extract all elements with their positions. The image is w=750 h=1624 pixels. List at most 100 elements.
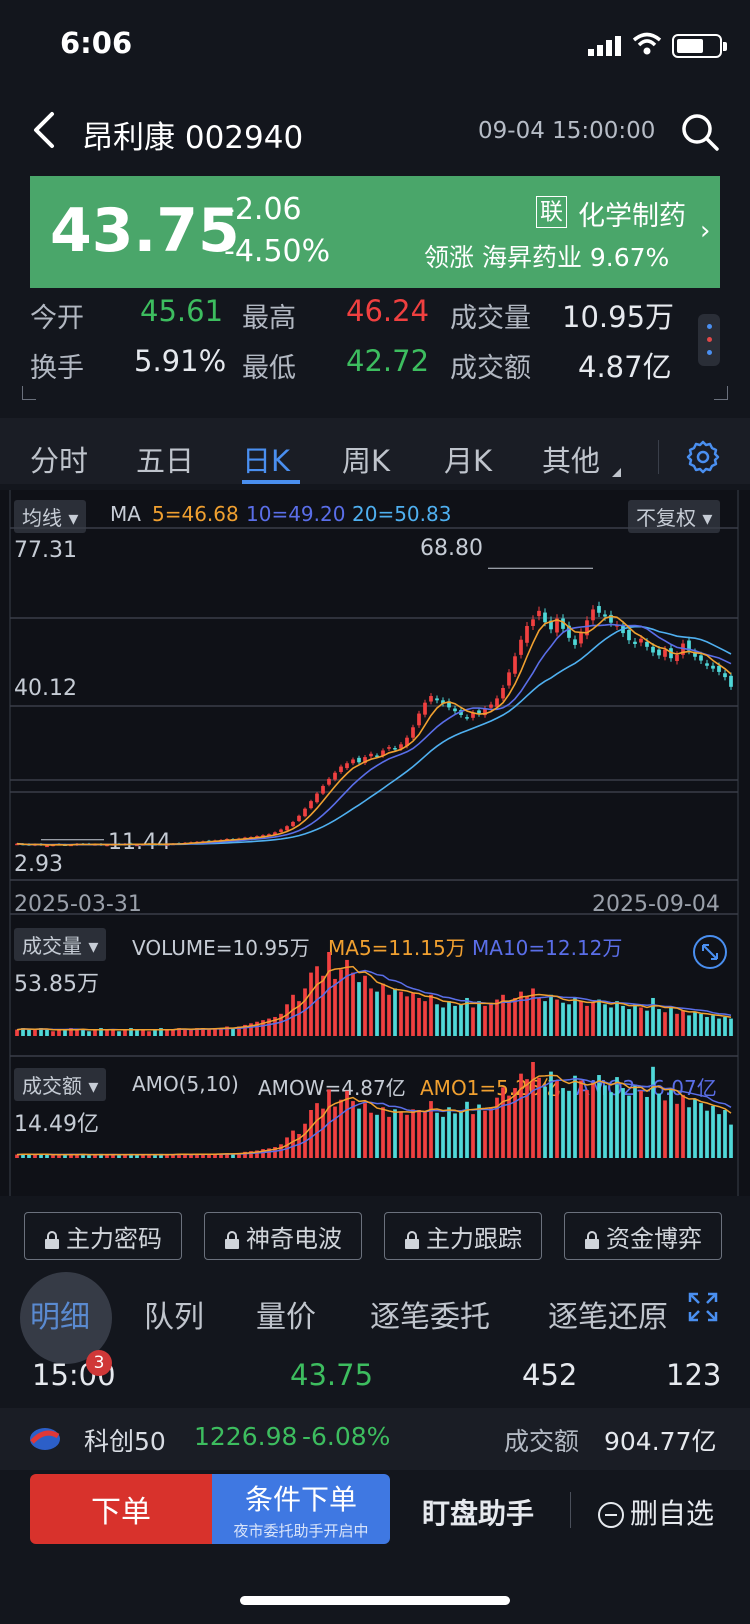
volume-bar: [345, 959, 349, 1036]
gear-icon[interactable]: [686, 440, 720, 474]
tab-queue[interactable]: 队列: [144, 1300, 204, 1335]
amount-bar: [171, 1154, 175, 1158]
volume-bar: [393, 988, 397, 1036]
amount-indicator-label: 成交额: [22, 1074, 82, 1098]
amount-bar: [219, 1153, 223, 1158]
amount-bar: [591, 1082, 595, 1158]
candle: [693, 652, 697, 657]
candle: [561, 618, 565, 629]
volume-bar: [129, 1028, 133, 1036]
amount-bar: [285, 1137, 289, 1158]
capital-game-button[interactable]: 资金博弈: [564, 1212, 722, 1260]
volume-bar: [39, 1028, 43, 1036]
tab-weekly-k[interactable]: 周K: [342, 444, 391, 478]
status-time: 6:06: [60, 26, 133, 60]
assistant-avatar[interactable]: [20, 1272, 112, 1364]
amount-bar: [189, 1154, 193, 1158]
amount-bar: [201, 1153, 205, 1158]
amount-bar: [93, 1154, 97, 1158]
tab-trade-replay[interactable]: 逐笔还原: [548, 1300, 668, 1335]
amount-bar: [69, 1153, 73, 1158]
candle: [351, 759, 355, 764]
expand-icon[interactable]: [688, 1292, 718, 1322]
price-banner[interactable]: [30, 176, 720, 288]
main-force-code-button[interactable]: 主力密码: [24, 1212, 182, 1260]
index-value: 1226.98: [194, 1422, 298, 1451]
amount-bar: [681, 1094, 685, 1158]
volume-bar: [45, 1029, 49, 1036]
volume-bar: [507, 1001, 511, 1036]
amount-bar: [651, 1066, 655, 1158]
high-value: 46.24: [346, 294, 430, 328]
volume-bar: [717, 1018, 721, 1036]
amount-bar: [669, 1088, 673, 1158]
industry-label[interactable]: 化学制药: [578, 201, 686, 232]
place-order-button[interactable]: 下单: [30, 1474, 212, 1544]
amount-bar: [399, 1111, 403, 1158]
volume-ma5-line: [16, 965, 732, 1031]
main-force-tracking-button[interactable]: 主力跟踪: [384, 1212, 542, 1260]
index-amount: 904.77亿: [604, 1427, 717, 1456]
tab-detail[interactable]: 明细: [30, 1300, 90, 1335]
volume-bar: [501, 994, 505, 1036]
back-icon[interactable]: [26, 110, 66, 150]
tab-intraday[interactable]: 分时: [30, 444, 89, 478]
volume-max: 53.85万: [14, 972, 99, 997]
volume-bar: [357, 982, 361, 1036]
amount-bar: [615, 1077, 619, 1158]
main-force-code-label: 主力密码: [66, 1224, 162, 1253]
amount-bar: [603, 1085, 607, 1158]
fullscreen-toggle-icon[interactable]: [692, 934, 728, 970]
amount-bar: [693, 1099, 697, 1158]
amount-bar: [153, 1154, 157, 1158]
lock-icon: [224, 1227, 240, 1249]
volume-bar: [87, 1031, 91, 1036]
amount-bar: [507, 1095, 511, 1158]
candle: [663, 649, 667, 657]
volume-bar: [75, 1029, 79, 1036]
volume-bar: [555, 999, 559, 1036]
volume-bar: [495, 999, 499, 1036]
amount-bar: [525, 1079, 529, 1158]
amo-params: AMO(5,10): [132, 1072, 239, 1096]
tab-five-day[interactable]: 五日: [136, 444, 195, 478]
candle: [357, 757, 361, 763]
search-icon[interactable]: [680, 112, 720, 152]
amount-bar: [117, 1155, 121, 1158]
volume-indicator-select[interactable]: 成交量 ▾: [14, 928, 107, 961]
conditional-order-button[interactable]: 条件下单 夜市委托助手开启中: [212, 1474, 390, 1544]
volume-bar: [423, 1001, 427, 1036]
battery-icon: [672, 34, 727, 58]
period-tabbar: [0, 418, 750, 484]
index-ticker-bar[interactable]: [0, 1408, 750, 1470]
magic-wave-button[interactable]: 神奇电波: [204, 1212, 362, 1260]
volume-bar: [549, 994, 553, 1036]
price-change-pct: -4.50%: [224, 234, 331, 269]
amount-indicator-select[interactable]: 成交额 ▾: [14, 1068, 107, 1101]
tab-other[interactable]: 其他: [542, 444, 601, 478]
capital-game-label: 资金博弈: [606, 1224, 702, 1253]
amount-bar: [135, 1154, 139, 1158]
amount-bar: [141, 1154, 145, 1158]
tab-volume-price[interactable]: 量价: [256, 1300, 316, 1335]
candle: [705, 663, 709, 666]
volume-label: 成交量: [450, 303, 531, 334]
amount-bar: [123, 1154, 127, 1158]
amount-bar: [147, 1155, 151, 1158]
more-dots-icon[interactable]: [698, 314, 720, 366]
amount-bar: [573, 1075, 577, 1158]
volume-bar: [399, 991, 403, 1036]
detail-count: 123: [666, 1358, 722, 1392]
amount-bar: [111, 1154, 115, 1158]
tab-daily-k[interactable]: 日K: [242, 444, 291, 478]
chevron-right-icon[interactable]: ›: [700, 216, 711, 246]
remove-watchlist-button[interactable]: 删自选: [598, 1492, 714, 1532]
amount-bar: [345, 1090, 349, 1158]
amount-bar: [699, 1103, 703, 1158]
tab-monthly-k[interactable]: 月K: [444, 444, 493, 478]
candle: [483, 708, 487, 716]
watch-assistant-button[interactable]: 盯盘助手: [422, 1497, 535, 1530]
tab-order-by-order[interactable]: 逐笔委托: [370, 1300, 490, 1335]
amount-bar: [315, 1103, 319, 1158]
volume-bar: [81, 1029, 85, 1036]
